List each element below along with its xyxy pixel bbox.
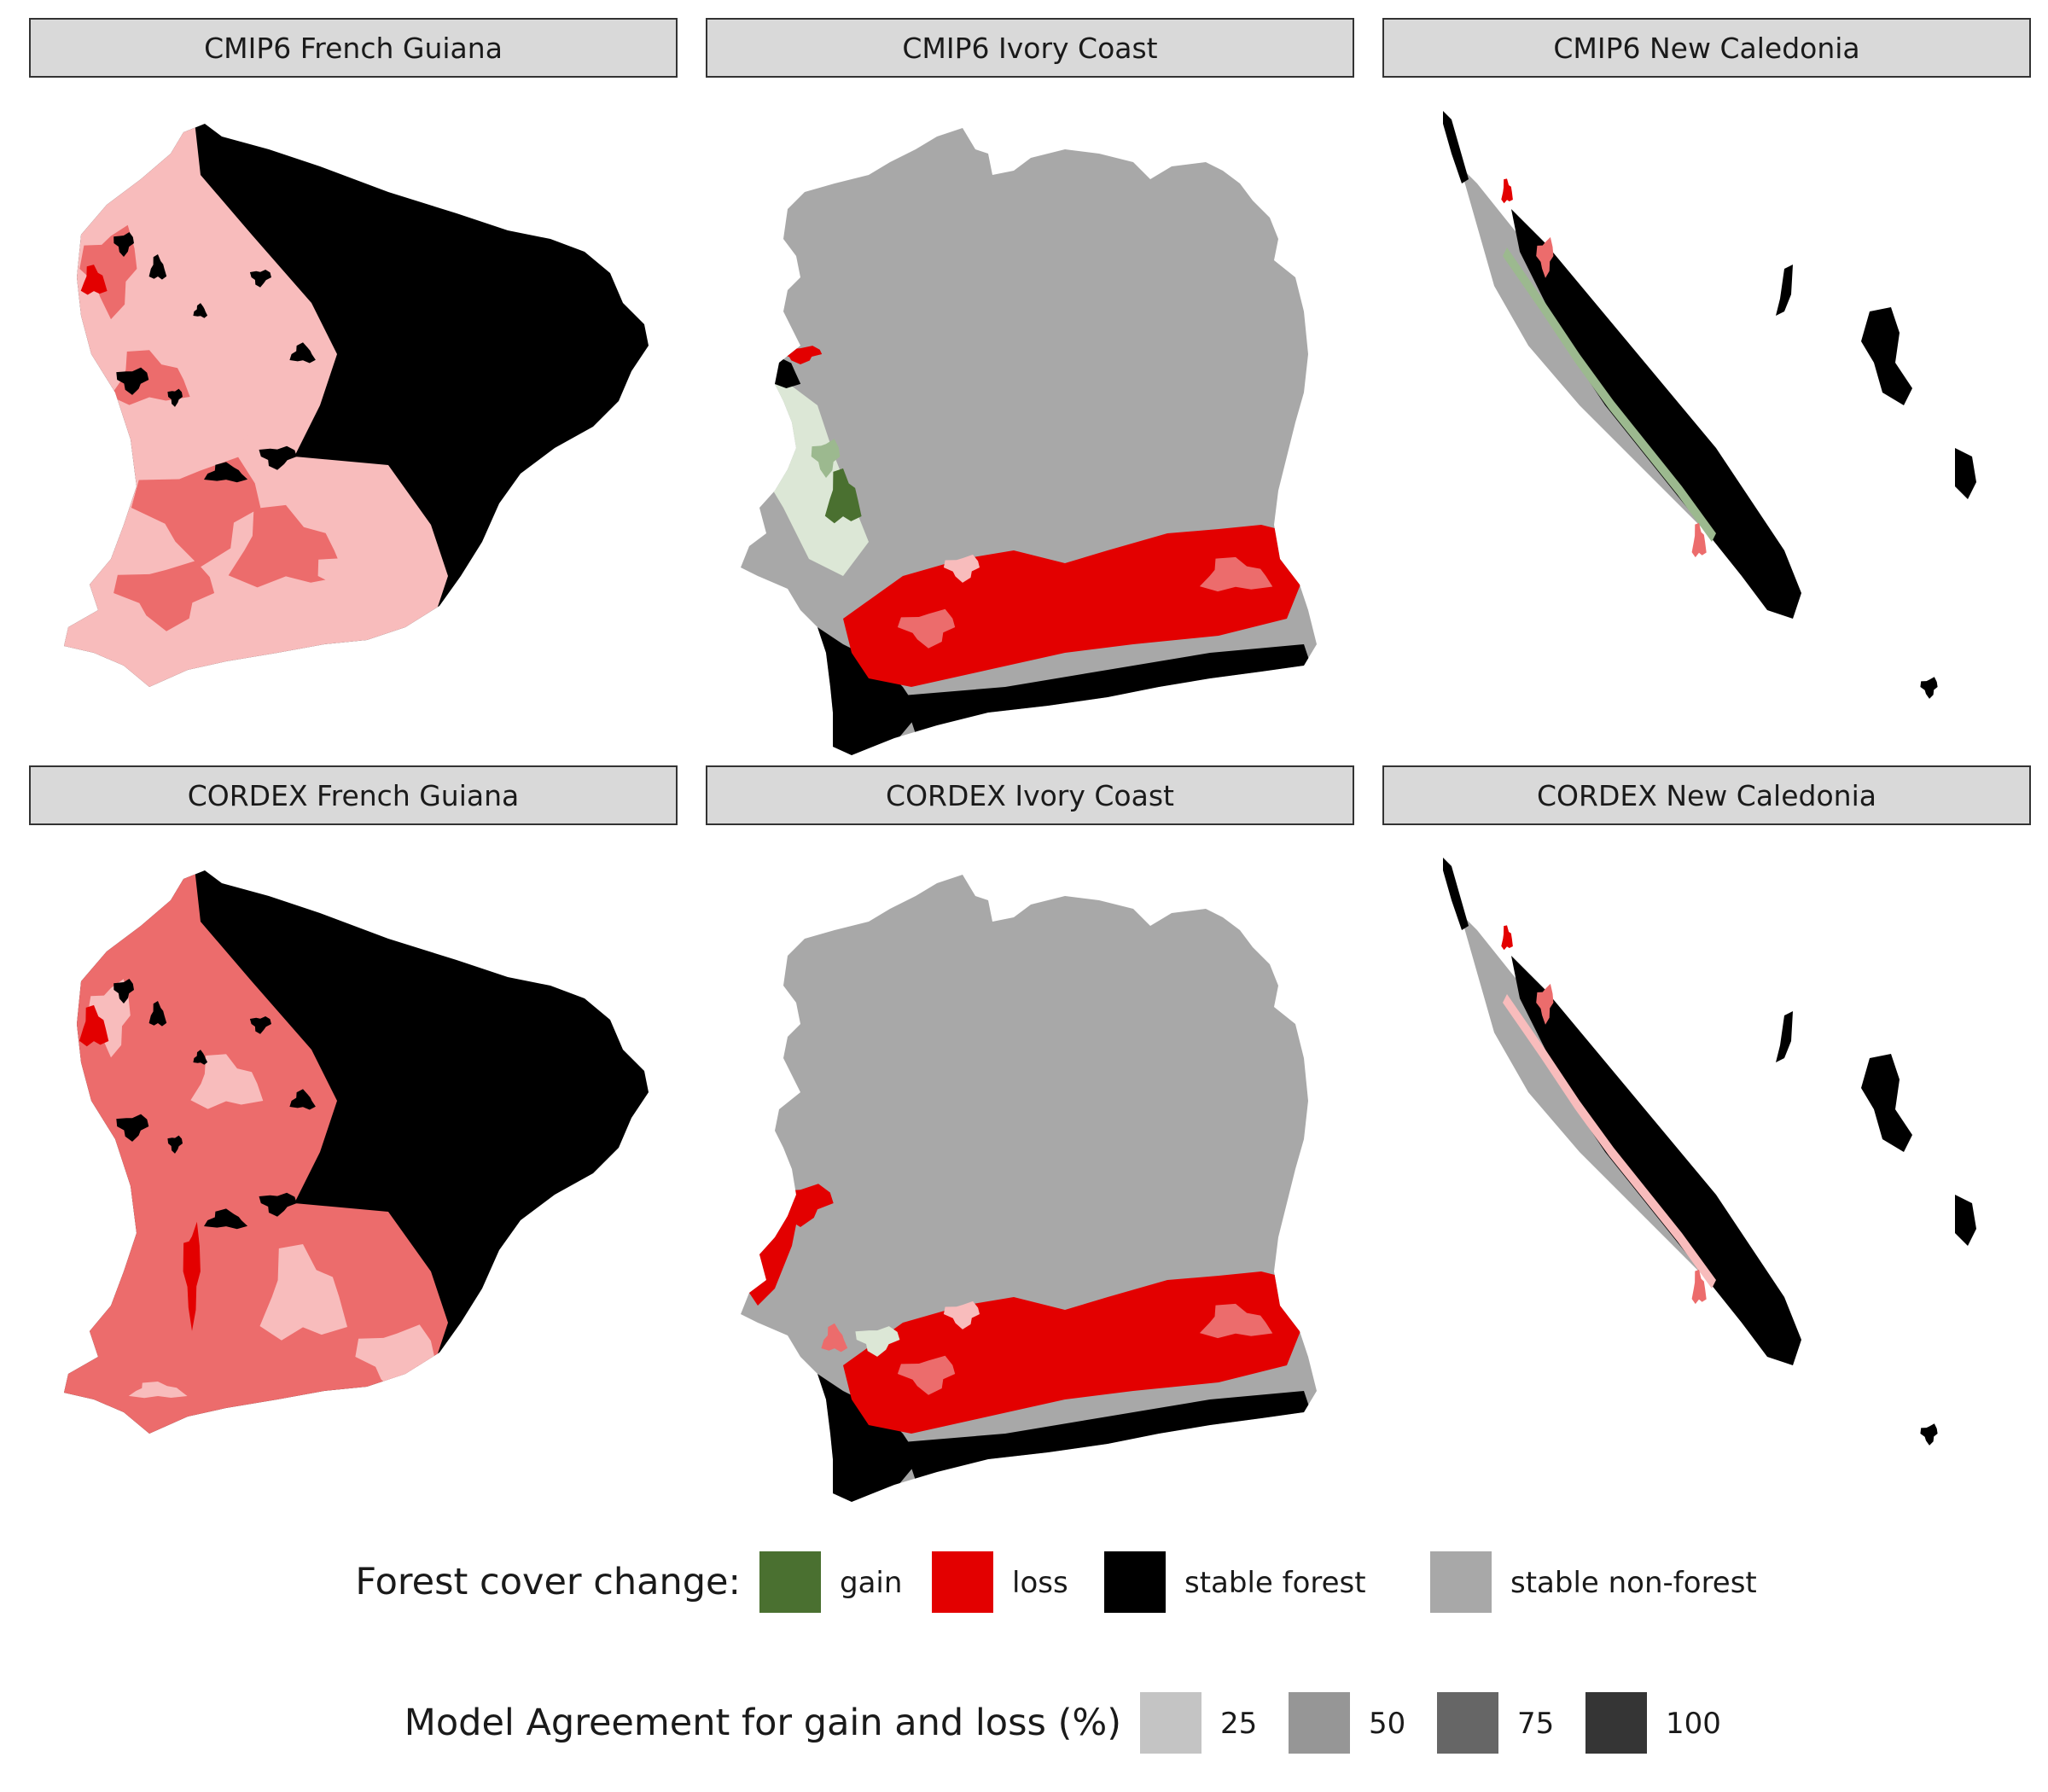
panel-title: CORDEX Ivory Coast bbox=[886, 779, 1174, 812]
legend-label: stable forest bbox=[1184, 1566, 1366, 1600]
legend-key bbox=[1585, 1692, 1647, 1754]
legend-key bbox=[759, 1551, 821, 1613]
panel-strip: CORDEX French Guiana bbox=[29, 765, 678, 825]
panel-strip: CMIP6 New Caledonia bbox=[1382, 18, 2031, 78]
panel-strip: CMIP6 Ivory Coast bbox=[706, 18, 1354, 78]
legend-key bbox=[1437, 1692, 1498, 1754]
panel-strip: CORDEX Ivory Coast bbox=[706, 765, 1354, 825]
legend-label: 25 bbox=[1220, 1707, 1257, 1741]
panel-strip: CMIP6 French Guiana bbox=[29, 18, 678, 78]
legend-key bbox=[1140, 1692, 1201, 1754]
panel-title: CORDEX New Caledonia bbox=[1537, 779, 1876, 812]
panel-strip: CORDEX New Caledonia bbox=[1382, 765, 2031, 825]
map-panel-french-guiana bbox=[64, 870, 649, 1434]
legend-label: 50 bbox=[1369, 1707, 1405, 1741]
legend-label: 75 bbox=[1517, 1707, 1554, 1741]
legend-label: stable non-forest bbox=[1510, 1566, 1757, 1600]
map-panel-french-guiana bbox=[64, 124, 649, 687]
legend-label: gain bbox=[840, 1566, 902, 1600]
map-panel-new-caledonia bbox=[1443, 111, 1976, 699]
legend-title: Forest cover change: bbox=[355, 1561, 741, 1603]
legend-label: loss bbox=[1012, 1566, 1068, 1600]
panel-title: CMIP6 Ivory Coast bbox=[902, 32, 1157, 65]
panel-title: CMIP6 New Caledonia bbox=[1553, 32, 1859, 65]
map-panel-new-caledonia bbox=[1443, 858, 1976, 1446]
legend-title: Model Agreement for gain and loss (%) bbox=[404, 1702, 1121, 1744]
map-panel-ivory-coast bbox=[741, 875, 1317, 1502]
legend-key bbox=[1289, 1692, 1350, 1754]
legend-key bbox=[1104, 1551, 1166, 1613]
legend-key bbox=[932, 1551, 993, 1613]
legend-model-agreement: Model Agreement for gain and loss (%) 25 5… bbox=[404, 1692, 1721, 1754]
map-panel-ivory-coast bbox=[741, 128, 1317, 755]
legend-forest-cover: Forest cover change: gain loss stable fores… bbox=[355, 1551, 1757, 1613]
panel-title: CMIP6 French Guiana bbox=[204, 32, 503, 65]
legend-label: 100 bbox=[1666, 1707, 1721, 1741]
legend-key bbox=[1430, 1551, 1492, 1613]
panel-title: CORDEX French Guiana bbox=[188, 779, 520, 812]
